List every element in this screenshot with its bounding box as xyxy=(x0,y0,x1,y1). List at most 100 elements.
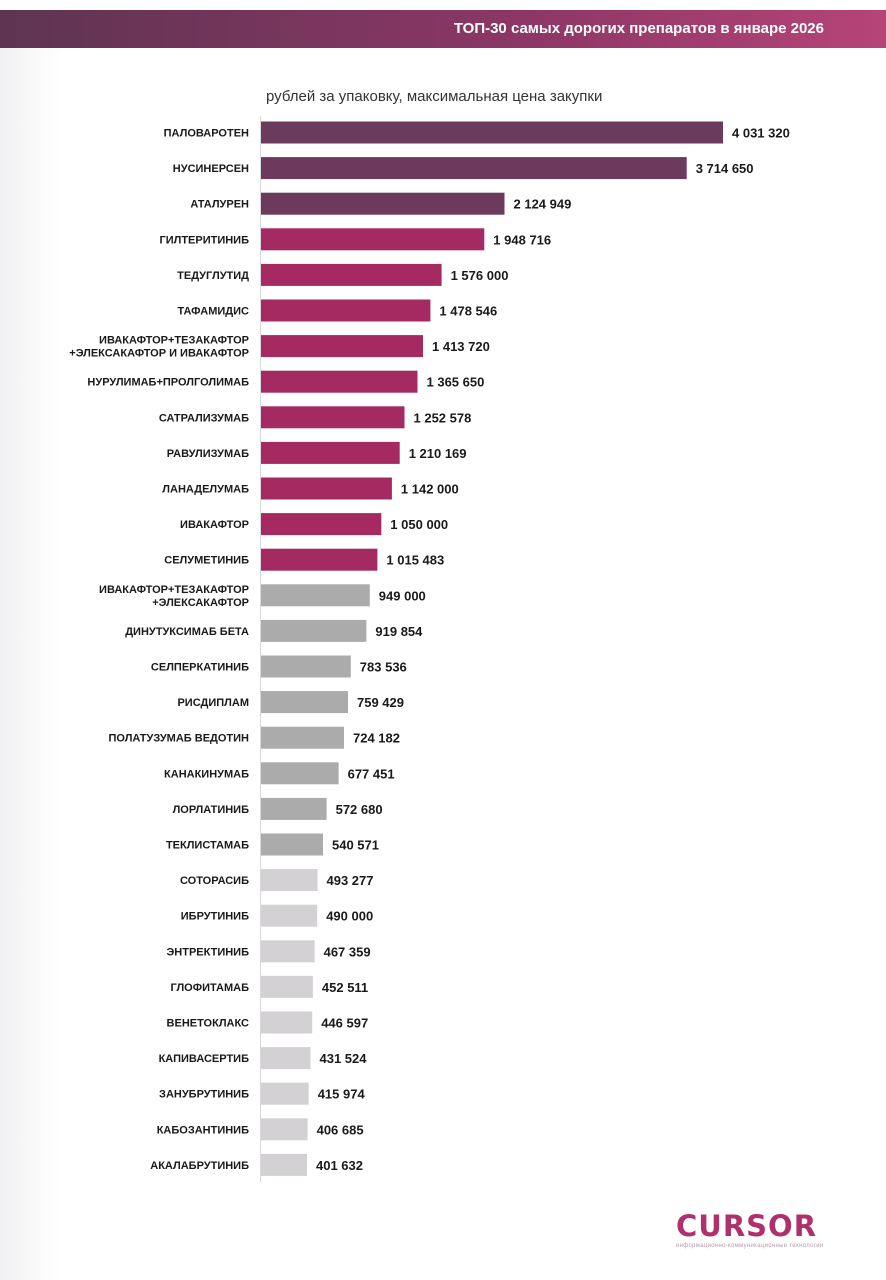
category-label: ЗАНУБРУТИНИБ xyxy=(159,1089,249,1101)
value-label: 406 685 xyxy=(317,1122,364,1137)
value-label: 1 210 169 xyxy=(409,446,467,461)
category-label: ПОЛАТУЗУМАБ ВЕДОТИН xyxy=(109,733,250,745)
category-label: ЭНТРЕКТИНИБ xyxy=(166,946,249,958)
value-label: 677 451 xyxy=(348,766,395,781)
bar-15 xyxy=(261,619,367,642)
value-label: 1 015 483 xyxy=(386,553,444,568)
value-label: 490 000 xyxy=(326,909,373,924)
bar-2 xyxy=(261,157,687,180)
value-label: 1 142 000 xyxy=(401,482,459,497)
bar-12 xyxy=(261,513,382,536)
category-label: ПАЛОВАРОТЕН xyxy=(164,128,249,140)
bar-17 xyxy=(261,691,348,714)
value-label: 919 854 xyxy=(375,624,423,639)
value-label: 431 524 xyxy=(320,1051,368,1066)
bar-6 xyxy=(261,299,431,322)
category-label: ГИЛТЕРИТИНИБ xyxy=(159,234,249,246)
bar-21 xyxy=(261,833,323,856)
category-label: СЕЛПЕРКАТИНИБ xyxy=(151,662,249,674)
bar-4 xyxy=(261,228,485,251)
value-label: 724 182 xyxy=(353,731,400,746)
bar-7 xyxy=(261,335,423,358)
value-label: 949 000 xyxy=(379,588,426,603)
category-label: ИВАКАФТОР xyxy=(180,519,249,531)
category-label: ДИНУТУКСИМАБ БЕТА xyxy=(125,626,249,638)
cursor-logo: CURSOR информационно-коммуникационные те… xyxy=(676,1210,836,1249)
category-label: ТЕДУГЛУТИД xyxy=(177,270,249,282)
category-label: АТАЛУРЕН xyxy=(190,199,249,211)
value-label: 452 511 xyxy=(322,980,368,995)
category-label: СОТОРАСИБ xyxy=(180,875,249,887)
bar-24 xyxy=(261,940,315,963)
bar-25 xyxy=(261,975,313,998)
logo-wordmark: CURSOR xyxy=(676,1209,818,1243)
bar-26 xyxy=(261,1011,313,1034)
value-label: 759 429 xyxy=(357,695,404,710)
labels-group: ПАЛОВАРОТЕН 4 031 320 НУСИНЕРСЕН 3 714 650 А… xyxy=(69,126,790,1173)
category-label: СЕЛУМЕТИНИБ xyxy=(164,555,249,567)
value-label: 446 597 xyxy=(321,1016,368,1031)
bar-14 xyxy=(261,584,370,607)
value-label: 1 576 000 xyxy=(451,268,509,283)
bar-9 xyxy=(261,406,405,429)
value-label: 2 124 949 xyxy=(514,197,572,212)
value-label: 1 413 720 xyxy=(432,339,490,354)
category-label: ВЕНЕТОКЛАКС xyxy=(167,1018,250,1030)
bar-18 xyxy=(261,726,344,749)
bar-13 xyxy=(261,548,378,571)
category-label: ТЕКЛИСТАМАБ xyxy=(166,840,249,852)
value-label: 493 277 xyxy=(327,873,374,888)
category-label: ГЛОФИТАМАБ xyxy=(170,982,249,994)
category-label: РИСДИПЛАМ xyxy=(177,697,249,709)
category-label: САТРАЛИЗУМАБ xyxy=(159,412,249,424)
value-label: 467 359 xyxy=(324,944,371,959)
category-label: ТАФАМИДИС xyxy=(177,306,249,318)
bar-10 xyxy=(261,441,400,464)
category-label: ИВАКАФТОР+ТЕЗАКАФТОР +ЭЛЕКСАКАФТОР И ИВАК… xyxy=(69,335,249,360)
bar-22 xyxy=(261,869,318,892)
category-label: ИБРУТИНИБ xyxy=(181,911,249,923)
category-label: КАБОЗАНТИНИБ xyxy=(157,1124,249,1136)
bar-19 xyxy=(261,762,339,785)
category-label: ЛАНАДЕЛУМАБ xyxy=(162,484,249,496)
category-label: ЛОРЛАТИНИБ xyxy=(173,804,250,816)
value-label: 1 252 578 xyxy=(414,410,472,425)
value-label: 1 050 000 xyxy=(390,517,448,532)
value-label: 1 478 546 xyxy=(439,304,497,319)
value-label: 4 031 320 xyxy=(732,126,790,141)
bar-8 xyxy=(261,370,418,393)
bar-11 xyxy=(261,477,392,500)
header-bar: ТОП-30 самых дорогих препаратов в январе… xyxy=(0,10,886,48)
value-label: 415 974 xyxy=(318,1087,366,1102)
category-label: НУРУЛИМАБ+ПРОЛГОЛИМАБ xyxy=(87,377,249,389)
bar-20 xyxy=(261,797,327,820)
value-label: 1 365 650 xyxy=(427,375,485,390)
bar-29 xyxy=(261,1118,308,1141)
category-label: РАВУЛИЗУМАБ xyxy=(167,448,249,460)
category-label: КАНАКИНУМАБ xyxy=(164,768,249,780)
value-label: 401 632 xyxy=(316,1158,363,1173)
value-label: 540 571 xyxy=(332,838,379,853)
logo-tagline: информационно-коммуникационные технологи… xyxy=(676,1243,824,1249)
category-label: ИВАКАФТОР+ТЕЗАКАФТОР +ЭЛЕКСАКАФТОР xyxy=(99,584,249,609)
bar-23 xyxy=(261,904,318,927)
background-fade xyxy=(0,48,60,1280)
bar-5 xyxy=(261,263,442,286)
bar-1 xyxy=(261,121,723,144)
category-label: НУСИНЕРСЕН xyxy=(173,163,249,175)
category-label: АКАЛАБРУТИНИБ xyxy=(150,1160,249,1172)
bars-group xyxy=(261,121,723,1176)
bar-16 xyxy=(261,655,351,678)
bar-30 xyxy=(261,1153,307,1176)
chart-title: ТОП-30 самых дорогих препаратов в январе… xyxy=(453,20,824,37)
category-label: КАПИВАСЕРТИБ xyxy=(159,1053,249,1065)
value-label: 3 714 650 xyxy=(696,161,754,176)
bar-27 xyxy=(261,1047,311,1070)
chart-subtitle: рублей за упаковку, максимальная цена за… xyxy=(266,88,603,105)
value-label: 1 948 716 xyxy=(493,232,551,247)
value-label: 783 536 xyxy=(360,660,407,675)
value-label: 572 680 xyxy=(336,802,383,817)
bar-28 xyxy=(261,1082,309,1105)
bar-3 xyxy=(261,192,505,215)
